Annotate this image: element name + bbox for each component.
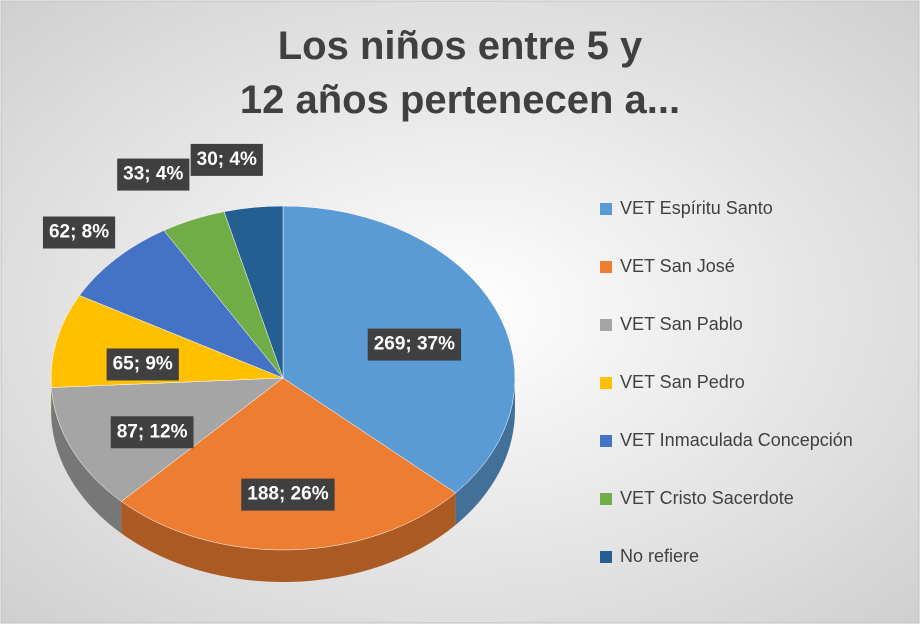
- data-label-box: [42, 216, 116, 249]
- data-label: 30; 4%: [197, 149, 257, 170]
- pie-side: [51, 387, 122, 534]
- legend-swatch: [600, 261, 612, 273]
- legend-label: VET San Pedro: [620, 372, 745, 392]
- legend-label: VET Espíritu Santo: [620, 198, 773, 218]
- pie-slice: [223, 205, 284, 379]
- pie-side: [121, 492, 456, 582]
- data-label: 87; 12%: [117, 421, 188, 442]
- chart-title: Los niños entre 5 y 12 años pertenecen a.…: [240, 24, 680, 122]
- legend-swatch: [600, 435, 612, 447]
- data-label: 188; 26%: [247, 484, 328, 505]
- pie-slice: [121, 377, 457, 551]
- data-label-box: [241, 478, 335, 511]
- data-label-box: [106, 348, 179, 381]
- data-label: 269; 37%: [374, 334, 455, 355]
- data-label-box: [110, 416, 194, 449]
- legend-swatch: [600, 551, 612, 563]
- legend-swatch: [600, 319, 612, 331]
- legend-swatch: [600, 203, 612, 215]
- data-label: 65; 9%: [113, 353, 173, 374]
- data-label-box: [367, 328, 462, 361]
- legend-swatch: [600, 377, 612, 389]
- data-label-box: [117, 158, 190, 191]
- data-label-box: [190, 143, 263, 176]
- legend-label: VET San Pablo: [620, 314, 743, 334]
- legend-label: VET San José: [620, 256, 735, 276]
- legend-label: No refiere: [620, 546, 699, 566]
- data-label: 33; 4%: [123, 164, 183, 185]
- legend-swatch: [600, 493, 612, 505]
- pie-side: [455, 378, 515, 525]
- legend-label: VET Inmaculada Concepción: [620, 430, 853, 450]
- legend-label: VET Cristo Sacerdote: [620, 488, 794, 508]
- data-label: 62; 8%: [49, 222, 109, 243]
- pie-slice: [79, 230, 284, 379]
